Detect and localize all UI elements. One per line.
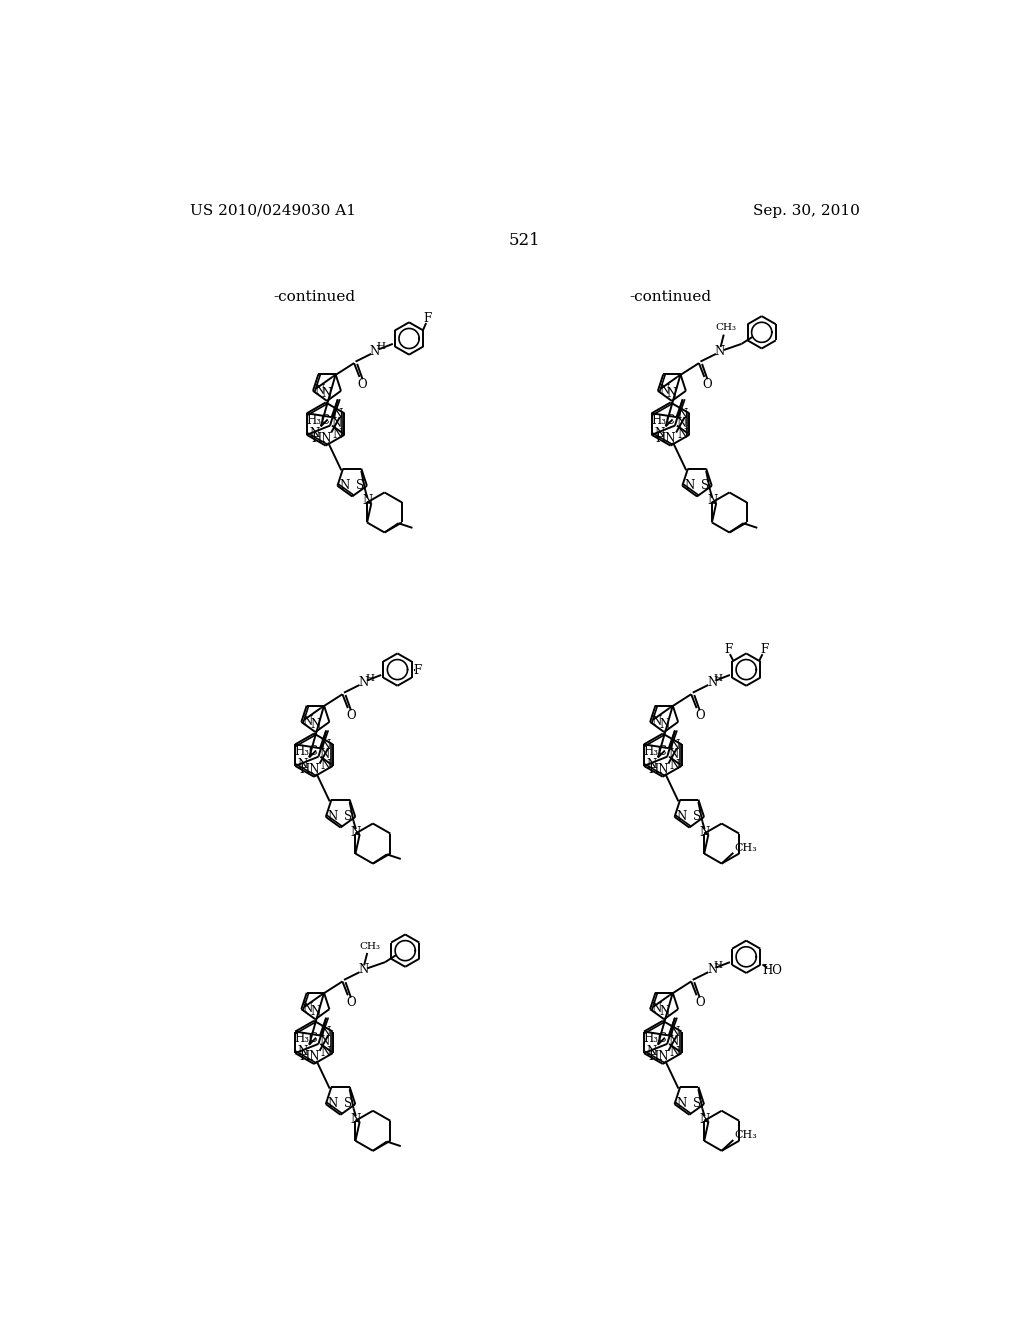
Text: N: N <box>651 714 662 727</box>
Text: N: N <box>309 426 319 440</box>
Text: CH₃: CH₃ <box>359 941 380 950</box>
Text: S: S <box>344 1097 352 1110</box>
Text: H₃C: H₃C <box>295 744 318 758</box>
Text: N: N <box>677 408 687 421</box>
Text: N: N <box>654 426 665 440</box>
Text: H₃C: H₃C <box>643 1032 668 1045</box>
Text: N: N <box>646 1045 656 1059</box>
Text: N: N <box>339 479 349 491</box>
Text: N: N <box>319 748 330 760</box>
Text: N: N <box>351 825 361 838</box>
Text: F: F <box>724 643 732 656</box>
Text: N: N <box>362 495 373 507</box>
Text: N: N <box>659 718 670 731</box>
Text: N: N <box>670 1026 680 1039</box>
Text: N: N <box>708 495 718 507</box>
Text: N: N <box>651 1002 662 1015</box>
Text: S: S <box>356 479 364 491</box>
Text: N: N <box>370 345 380 358</box>
Text: N: N <box>321 739 331 751</box>
Text: N: N <box>669 748 679 760</box>
Text: S: S <box>693 809 701 822</box>
Text: N: N <box>659 1005 670 1018</box>
Text: N: N <box>646 758 656 771</box>
Text: O: O <box>346 997 355 1010</box>
Text: O: O <box>695 997 705 1010</box>
Text: 521: 521 <box>509 232 541 249</box>
Text: CH₃: CH₃ <box>716 323 736 333</box>
Text: S: S <box>344 809 352 822</box>
Text: N: N <box>333 408 343 421</box>
Text: N: N <box>707 964 717 977</box>
Text: HN: HN <box>648 763 669 776</box>
Text: H: H <box>377 342 386 351</box>
Text: N: N <box>302 714 312 727</box>
Text: N: N <box>358 676 369 689</box>
Text: N: N <box>322 387 332 400</box>
Text: H: H <box>365 673 374 682</box>
Text: N: N <box>699 1113 710 1126</box>
Text: H₃C: H₃C <box>643 744 668 758</box>
Text: N: N <box>328 1097 338 1110</box>
Text: N: N <box>321 759 331 772</box>
Text: Sep. 30, 2010: Sep. 30, 2010 <box>753 203 859 218</box>
Text: O: O <box>702 379 713 391</box>
Text: S: S <box>700 479 709 491</box>
Text: -continued: -continued <box>273 290 355 304</box>
Text: N: N <box>333 428 343 441</box>
Text: N: N <box>331 417 341 430</box>
Text: N: N <box>676 417 686 430</box>
Text: -continued: -continued <box>630 290 712 304</box>
Text: N: N <box>302 1002 312 1015</box>
Text: HO: HO <box>763 964 782 977</box>
Text: CH₃: CH₃ <box>734 843 757 853</box>
Text: O: O <box>357 379 368 391</box>
Text: N: N <box>684 479 694 491</box>
Text: N: N <box>667 387 677 400</box>
Text: N: N <box>707 676 717 689</box>
Text: N: N <box>699 825 710 838</box>
Text: N: N <box>677 1097 687 1110</box>
Text: N: N <box>310 718 321 731</box>
Text: N: N <box>669 1035 679 1048</box>
Text: N: N <box>670 739 680 751</box>
Text: O: O <box>346 709 355 722</box>
Text: F: F <box>760 643 768 656</box>
Text: CH₃: CH₃ <box>734 1130 757 1140</box>
Text: F: F <box>424 312 432 325</box>
Text: N: N <box>670 759 680 772</box>
Text: N: N <box>298 1045 308 1059</box>
Text: HN: HN <box>299 1051 319 1064</box>
Text: F: F <box>414 664 422 677</box>
Text: N: N <box>658 384 669 396</box>
Text: N: N <box>677 428 687 441</box>
Text: HN: HN <box>655 432 676 445</box>
Text: HN: HN <box>299 763 319 776</box>
Text: N: N <box>321 1045 331 1059</box>
Text: H: H <box>714 673 723 682</box>
Text: N: N <box>351 1113 361 1126</box>
Text: HN: HN <box>648 1051 669 1064</box>
Text: N: N <box>670 1045 680 1059</box>
Text: S: S <box>693 1097 701 1110</box>
Text: US 2010/0249030 A1: US 2010/0249030 A1 <box>190 203 356 218</box>
Text: N: N <box>677 809 687 822</box>
Text: N: N <box>321 1026 331 1039</box>
Text: N: N <box>298 758 308 771</box>
Text: H₃C: H₃C <box>306 413 330 426</box>
Text: HN: HN <box>311 432 332 445</box>
Text: O: O <box>695 709 705 722</box>
Text: N: N <box>314 384 325 396</box>
Text: N: N <box>358 964 369 977</box>
Text: N: N <box>319 1035 330 1048</box>
Text: N: N <box>310 1005 321 1018</box>
Text: H: H <box>714 961 723 970</box>
Text: N: N <box>715 345 725 358</box>
Text: N: N <box>328 809 338 822</box>
Text: H₃C: H₃C <box>651 413 675 426</box>
Text: H₃C: H₃C <box>295 1032 318 1045</box>
